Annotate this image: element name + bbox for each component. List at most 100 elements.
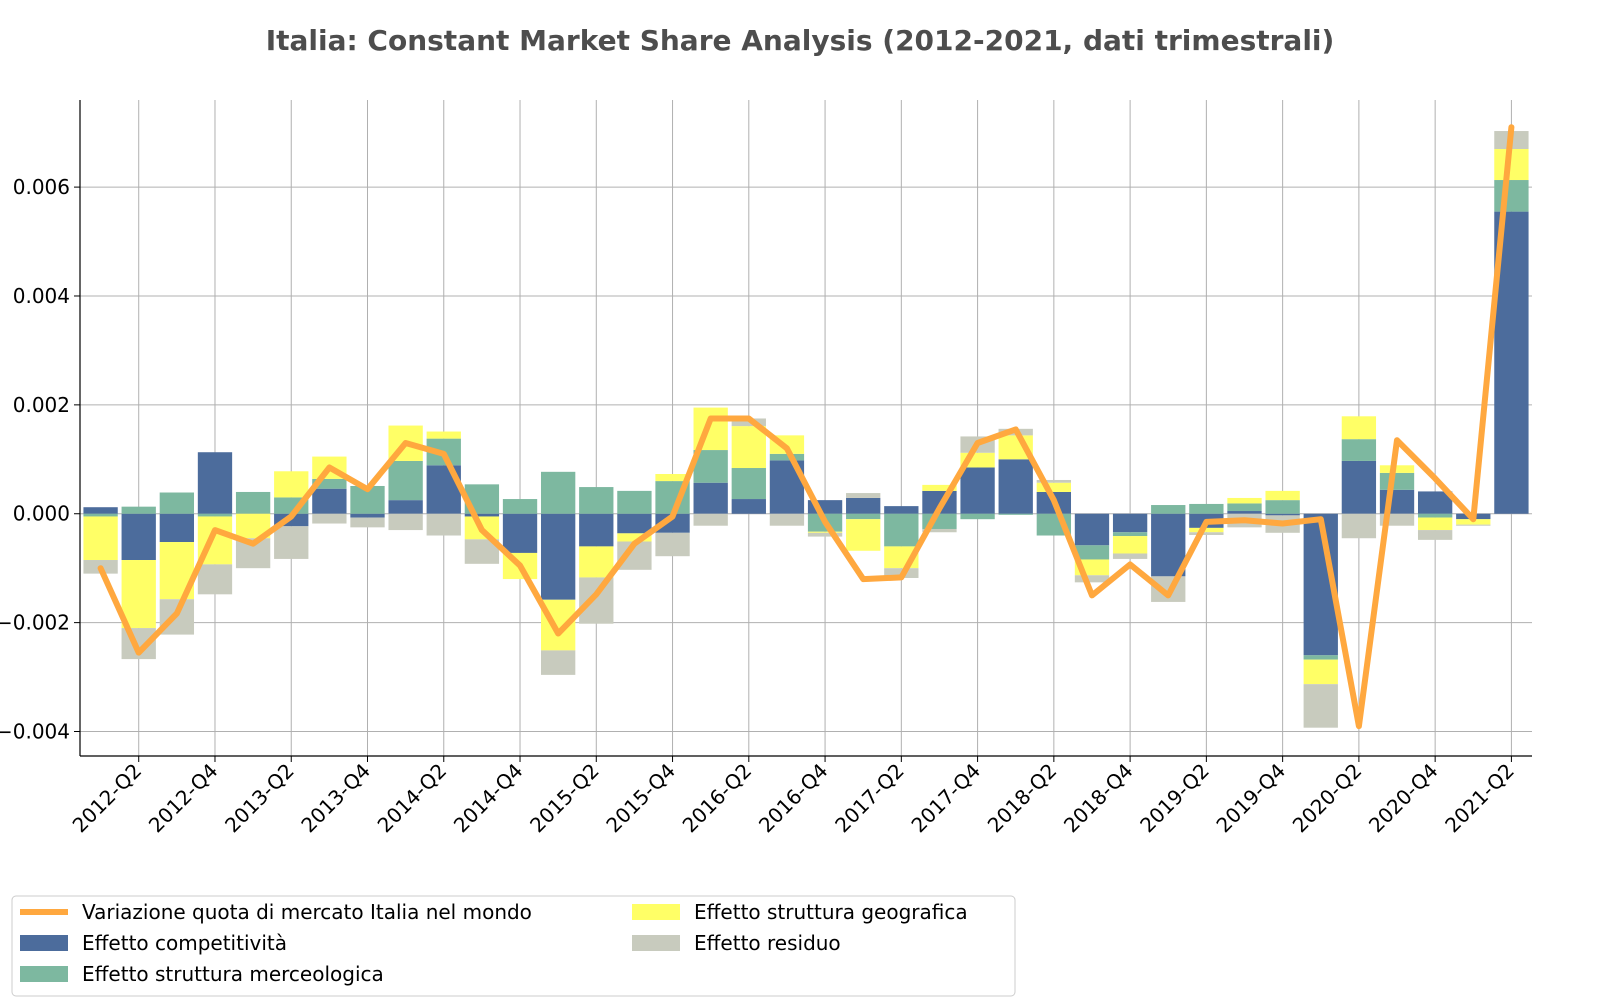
legend-swatch: [20, 935, 68, 951]
bar-segment: [846, 519, 881, 551]
bar-segment: [617, 513, 652, 534]
legend-swatch: [20, 966, 68, 982]
bar-segment: [540, 471, 576, 514]
bar-segment: [1112, 536, 1148, 554]
bar-segment: [807, 531, 843, 533]
bar-segment: [274, 526, 309, 559]
bar-segment: [464, 513, 500, 517]
y-tick-label: 0.004: [13, 284, 70, 308]
bar-segment: [998, 513, 1033, 515]
bar-segment: [388, 460, 423, 501]
x-tick-label: 2013-Q4: [296, 759, 375, 838]
bar-segment: [388, 500, 423, 514]
x-tick-label: 2018-Q4: [1059, 759, 1138, 838]
bar-segment: [1189, 503, 1224, 514]
x-tick-label: 2014-Q2: [373, 759, 452, 838]
x-tick-label: 2015-Q2: [525, 759, 604, 838]
bar-segment: [121, 513, 156, 561]
bar-segment: [1303, 655, 1338, 660]
bar-segment: [731, 426, 766, 469]
legend-label: Effetto struttura geografica: [694, 900, 968, 924]
bar-segment: [846, 493, 881, 498]
x-tick-label: 2017-Q2: [830, 759, 909, 838]
x-tick-label: 2020-Q2: [1288, 759, 1367, 838]
line-series-path: [97, 124, 1515, 730]
bar-segment: [655, 532, 690, 557]
legend-swatch: [632, 904, 680, 920]
chart-title: Italia: Constant Market Share Analysis (…: [266, 24, 1335, 57]
bar-segment: [1341, 416, 1377, 440]
bar-segment: [922, 528, 957, 533]
bar-segment: [1074, 545, 1110, 560]
bar-segment: [1036, 482, 1072, 492]
bar-segment: [1227, 503, 1262, 512]
bar-segment: [960, 467, 995, 514]
bar-segment: [846, 513, 881, 520]
bar-segment: [1417, 491, 1453, 514]
bar-segment: [1379, 465, 1415, 473]
y-tick-label: 0.000: [13, 502, 70, 526]
bar-segment: [579, 546, 614, 578]
bar-segment: [1456, 524, 1491, 526]
legend-label: Effetto competitività: [82, 931, 287, 955]
bar-segment: [502, 499, 538, 514]
x-tick-label: 2014-Q4: [449, 759, 528, 838]
bar-segment: [159, 492, 195, 514]
bar-segment: [1341, 460, 1377, 514]
bar-segment: [1265, 500, 1300, 514]
bar-segment: [540, 513, 576, 600]
bar-segment: [617, 533, 652, 542]
bar-segment: [235, 491, 271, 514]
x-tick-label: 2015-Q4: [601, 759, 680, 838]
bar-segment: [1112, 553, 1148, 559]
x-tick-label: 2019-Q4: [1211, 759, 1290, 838]
bar-segment: [807, 532, 843, 537]
bar-segment: [884, 513, 919, 547]
bar-segment: [1379, 472, 1415, 490]
x-tick-label: 2017-Q4: [906, 759, 985, 838]
bar-segment: [1494, 180, 1529, 212]
bar-segment: [1151, 513, 1186, 577]
legend-label: Effetto residuo: [694, 931, 841, 955]
bar-segment: [83, 507, 118, 514]
bar-segment: [197, 452, 233, 514]
y-tick-label: −0.002: [0, 611, 70, 635]
bar-segment: [693, 482, 728, 514]
bar-segment: [960, 513, 995, 520]
bar-segment: [312, 478, 347, 489]
line-series: [97, 124, 1515, 730]
bar-segment: [426, 513, 461, 536]
bar-segment: [1379, 513, 1415, 526]
y-tick-label: 0.006: [13, 175, 70, 199]
bar-segment: [388, 513, 423, 531]
bar-segment: [121, 506, 156, 514]
x-tick-label: 2013-Q2: [220, 759, 299, 838]
bar-segment: [502, 513, 538, 553]
x-tick-label: 2016-Q2: [678, 759, 757, 838]
bar-segment: [731, 499, 766, 514]
bar-segment: [884, 506, 919, 514]
legend-box: [11, 895, 1016, 997]
x-tick-label: 2012-Q2: [68, 759, 147, 838]
legend-swatch: [632, 935, 680, 951]
legend: Variazione quota di mercato Italia nel m…: [11, 895, 1016, 997]
bar-segment: [846, 497, 881, 514]
bar-segment: [693, 513, 728, 526]
bar-segment: [540, 650, 576, 675]
bar-segment: [655, 474, 690, 482]
bar-segment: [1265, 513, 1300, 516]
bar-segment: [197, 513, 233, 517]
bar-segment: [426, 431, 461, 439]
x-tick-label: 2020-Q4: [1364, 759, 1443, 838]
x-tick-label: 2021-Q2: [1440, 759, 1519, 838]
y-tick-label: 0.002: [13, 393, 70, 417]
bar-segment: [350, 517, 385, 528]
bar-segment: [1341, 439, 1377, 461]
bar-segment: [121, 560, 156, 629]
bar-segment: [922, 484, 957, 491]
bar-segment: [1112, 532, 1148, 537]
bar-segment: [579, 513, 614, 547]
bar-segment: [197, 564, 233, 595]
bar-segment: [83, 516, 118, 561]
